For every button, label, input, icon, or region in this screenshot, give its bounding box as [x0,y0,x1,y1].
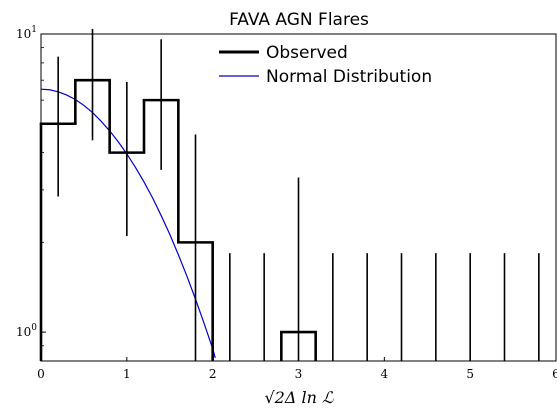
x-axis-label: √2Δ ln ℒ [264,388,334,407]
x-tick-label: 3 [295,367,303,381]
legend-observed-label: Observed [266,43,348,63]
y-tick-label: 101 [16,25,37,41]
x-tick-label: 5 [466,367,474,381]
series-layer [39,28,540,361]
x-tick-label: 0 [37,367,45,381]
x-tick-label: 4 [381,367,389,381]
y-tick-label: 100 [16,323,37,339]
chart-title: FAVA AGN Flares [229,10,369,30]
normal-distribution-curve [40,88,216,358]
x-tick-label: 1 [123,367,131,381]
legend: Observed Normal Distribution [219,43,432,87]
tick-layer: 0 1 2 3 4 5 6 101 100 [16,25,557,381]
x-tick-label: 6 [552,367,557,381]
legend-normal-label: Normal Distribution [266,67,432,87]
x-tick-label: 2 [209,367,217,381]
